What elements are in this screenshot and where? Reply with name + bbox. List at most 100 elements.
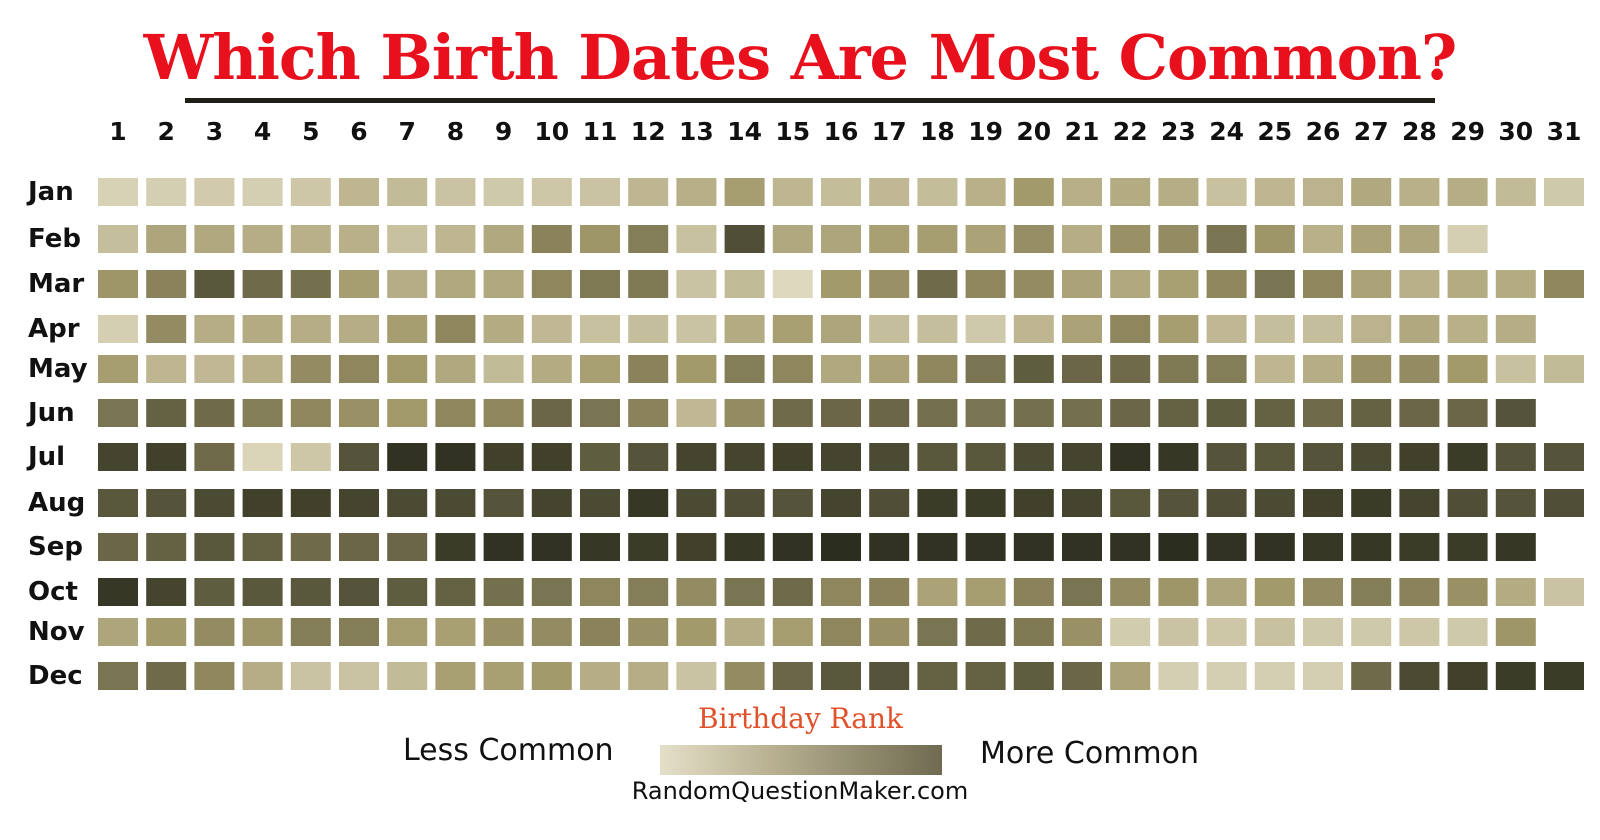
cell-jun-10 [531,399,572,427]
cell-sep-10 [531,533,572,561]
cell-aug-6 [339,489,379,517]
month-label-may: May [28,354,88,384]
cell-feb-29 [1447,225,1488,253]
cell-mar-30 [1495,270,1536,298]
cell-sep-7 [387,533,428,561]
cell-oct-11 [580,578,620,606]
cell-jan-9 [483,178,524,206]
cell-mar-5 [290,270,331,298]
cell-aug-25 [1254,489,1295,517]
cell-jul-17 [869,443,910,471]
cell-may-20 [1013,355,1054,383]
cell-nov-29 [1447,618,1488,646]
cell-oct-5 [290,578,331,606]
cell-sep-27 [1351,533,1392,561]
cell-mar-8 [435,270,476,298]
cell-sep-22 [1110,533,1151,561]
cell-apr-13 [676,315,717,343]
cell-oct-21 [1062,578,1102,606]
cell-may-26 [1303,355,1343,383]
day-label-22: 22 [1113,117,1148,146]
day-label-14: 14 [727,117,762,146]
cell-aug-7 [387,489,428,517]
cell-oct-2 [146,578,187,606]
cell-may-4 [242,355,283,383]
cell-mar-11 [580,270,620,298]
day-label-30: 30 [1498,117,1533,146]
cell-jan-11 [580,178,620,206]
cell-jan-14 [724,178,765,206]
cell-may-5 [290,355,331,383]
cell-dec-1 [98,662,138,690]
cell-aug-18 [917,489,958,517]
cell-jul-4 [242,443,283,471]
cell-jun-12 [628,399,669,427]
cell-mar-12 [628,270,669,298]
cell-dec-23 [1158,662,1199,690]
day-label-12: 12 [631,117,666,146]
cell-mar-21 [1062,270,1102,298]
cell-jan-6 [339,178,379,206]
cell-sep-2 [146,533,187,561]
cell-may-22 [1110,355,1151,383]
cell-jun-23 [1158,399,1199,427]
cell-jun-13 [676,399,717,427]
cell-jul-23 [1158,443,1199,471]
cell-dec-12 [628,662,669,690]
cell-nov-24 [1206,618,1247,646]
cell-mar-29 [1447,270,1488,298]
month-label-sep: Sep [28,532,83,562]
cell-apr-17 [869,315,910,343]
cell-dec-4 [242,662,283,690]
cell-apr-1 [98,315,138,343]
cell-sep-30 [1495,533,1536,561]
cell-dec-15 [772,662,813,690]
cell-feb-14 [724,225,765,253]
cell-aug-30 [1495,489,1536,517]
cell-dec-2 [146,662,187,690]
cell-jan-25 [1254,178,1295,206]
heatmap-chart: 1 2 3 4 5 6 7 8 9 10 11 12 13 14 15 16 17 18 19 20 21 22 23 24 2… [26,117,1584,691]
cell-feb-5 [290,225,331,253]
cell-jul-20 [1013,443,1054,471]
day-label-27: 27 [1354,117,1389,146]
cell-dec-22 [1110,662,1151,690]
cell-feb-25 [1254,225,1295,253]
day-label-24: 24 [1209,117,1244,146]
cell-nov-12 [628,618,669,646]
cell-mar-28 [1399,270,1440,298]
cell-jan-29 [1447,178,1488,206]
cell-jun-15 [772,399,813,427]
cell-oct-12 [628,578,669,606]
cell-dec-17 [869,662,910,690]
cell-sep-24 [1206,533,1247,561]
cell-nov-9 [483,618,524,646]
cell-apr-28 [1399,315,1440,343]
legend-high-label: More Common [980,736,1200,771]
cell-oct-18 [917,578,958,606]
cell-jul-5 [290,443,331,471]
cell-oct-24 [1206,578,1247,606]
cell-mar-16 [821,270,861,298]
month-label-dec: Dec [28,661,83,691]
cell-feb-6 [339,225,379,253]
day-label-15: 15 [775,117,810,146]
cell-mar-4 [242,270,283,298]
cell-feb-26 [1303,225,1343,253]
cell-apr-23 [1158,315,1199,343]
cell-jul-9 [483,443,524,471]
cell-feb-18 [917,225,958,253]
cell-oct-26 [1303,578,1343,606]
cell-jul-29 [1447,443,1488,471]
day-label-6: 6 [350,117,367,146]
cell-jun-22 [1110,399,1151,427]
cell-jul-22 [1110,443,1151,471]
cell-jan-24 [1206,178,1247,206]
cell-oct-16 [821,578,861,606]
cell-may-23 [1158,355,1199,383]
cell-may-10 [531,355,572,383]
cell-dec-31 [1544,662,1584,690]
cell-jul-12 [628,443,669,471]
cell-jul-27 [1351,443,1392,471]
cell-aug-21 [1062,489,1102,517]
